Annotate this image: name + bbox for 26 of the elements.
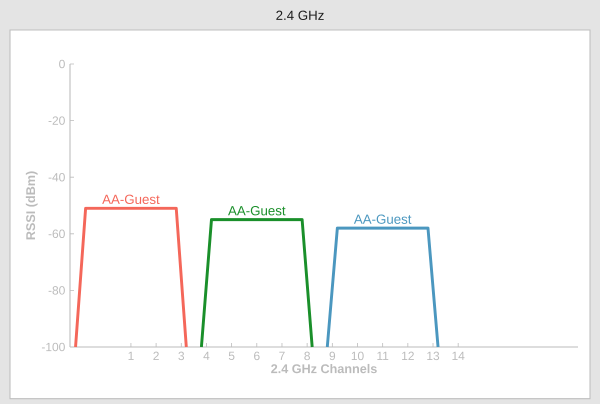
x-tick-label: 2 <box>153 352 159 360</box>
series-label: AA-Guest <box>354 214 412 224</box>
series-label: AA-Guest <box>228 206 286 216</box>
y-tick-label: -20 <box>48 116 65 125</box>
x-tick-label: 5 <box>228 352 234 360</box>
y-tick-label: 0 <box>59 60 65 68</box>
y-axis-title: RSSI (dBm) <box>26 171 38 240</box>
x-tick-label: 7 <box>279 352 285 360</box>
y-tick-label: -80 <box>48 286 65 295</box>
x-tick-label: 13 <box>427 352 440 360</box>
x-tick-label: 12 <box>402 352 414 360</box>
y-tick-label: -60 <box>48 230 65 238</box>
x-tick-label: 1 <box>128 352 134 360</box>
x-tick-label: 11 <box>377 352 388 360</box>
x-tick-label: 10 <box>352 352 364 360</box>
y-tick-label: -100 <box>42 342 65 352</box>
x-tick-label: 3 <box>178 352 184 360</box>
x-tick-label: 4 <box>203 352 210 360</box>
chart-title: 2.4 GHz <box>276 10 324 20</box>
x-tick-label: 8 <box>304 352 310 360</box>
series-label: AA-Guest <box>102 194 160 204</box>
x-tick-label: 6 <box>254 352 260 360</box>
x-tick-label: 9 <box>330 352 336 360</box>
x-axis-title: 2.4 GHz Channels <box>271 364 377 374</box>
x-tick-label: 14 <box>452 352 464 360</box>
y-tick-label: -40 <box>48 172 65 182</box>
